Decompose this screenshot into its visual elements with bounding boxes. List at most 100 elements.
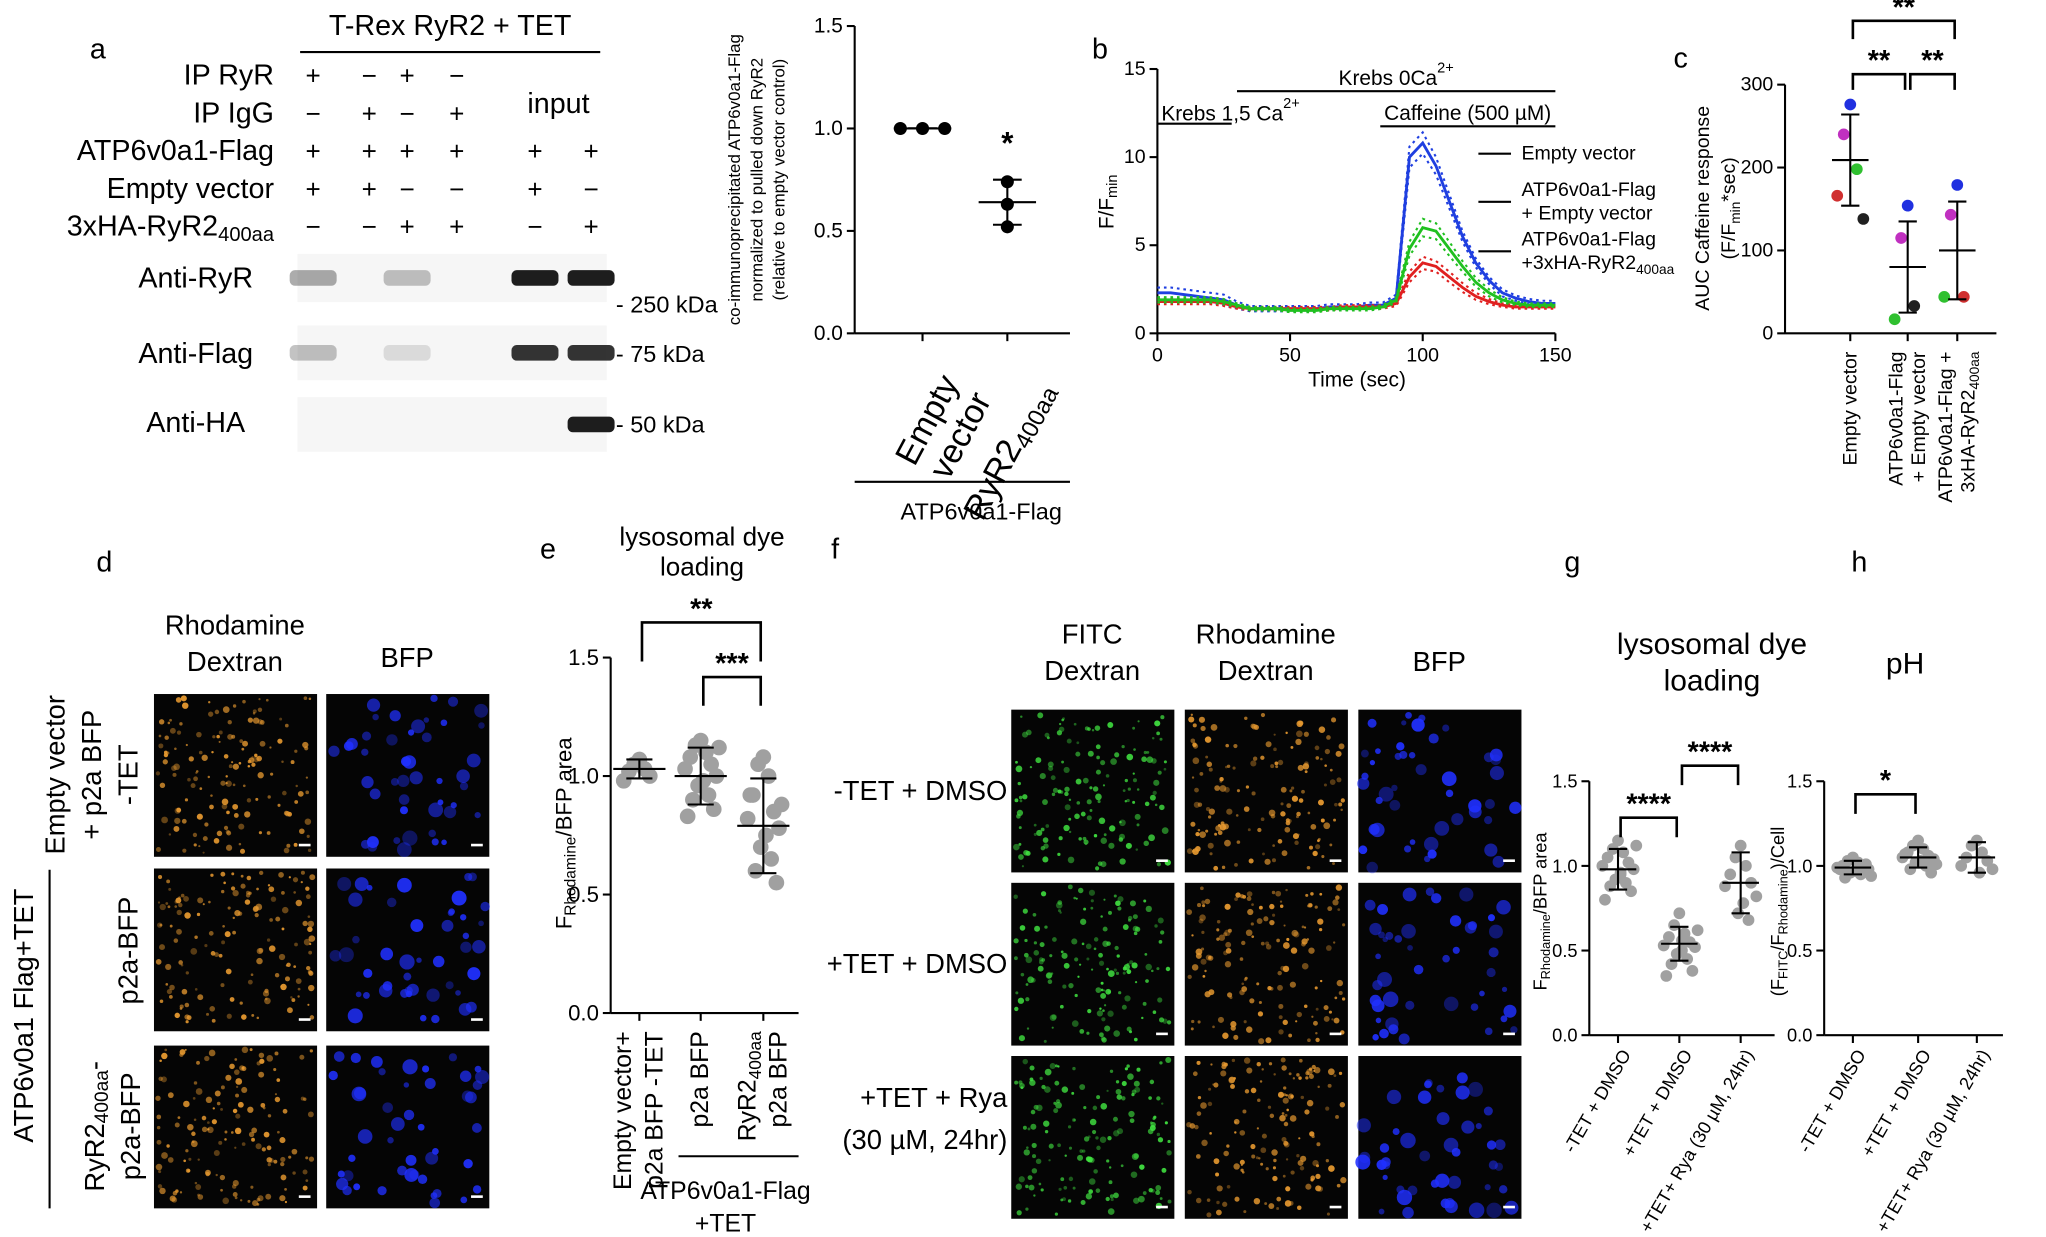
cell-spot: [1107, 1208, 1115, 1215]
cell-spot: [430, 694, 438, 703]
cell-spot: [1076, 741, 1080, 745]
cell-spot: [1224, 961, 1232, 968]
cell-spot: [463, 1158, 473, 1169]
cell-spot: [1160, 930, 1165, 935]
cell-spot: [1294, 840, 1299, 845]
cell-spot: [1142, 1001, 1147, 1006]
cell-spot: [208, 930, 214, 936]
cell-spot: [157, 901, 161, 904]
panel-letter: c: [1673, 43, 1687, 75]
cell-spot: [225, 829, 230, 834]
cell-spot: [267, 795, 271, 799]
cell-spot: [307, 920, 315, 928]
cell-spot: [429, 1197, 441, 1209]
cell-spot: [1317, 1085, 1320, 1089]
cell-spot: [1155, 1185, 1162, 1191]
cell-spot: [1114, 752, 1120, 758]
cell-spot: [1375, 1017, 1382, 1024]
sem-line: [1157, 267, 1556, 312]
cell-spot: [1251, 1154, 1256, 1159]
cell-spot: [397, 774, 410, 788]
cell-spot: [1113, 968, 1117, 972]
cell-spot: [397, 1165, 408, 1176]
condition-sign: +: [527, 136, 542, 166]
cell-spot: [1066, 738, 1072, 744]
cell-spot: [159, 1059, 162, 1063]
cell-spot: [308, 1156, 315, 1162]
cell-spot: [1149, 794, 1156, 801]
cell-spot: [1317, 918, 1324, 925]
cell-spot: [165, 902, 169, 905]
cell-spot: [350, 1052, 361, 1064]
cell-spot: [1192, 757, 1200, 765]
cell-spot: [1286, 803, 1292, 809]
cell-spot: [1427, 849, 1437, 859]
cell-spot: [466, 753, 481, 768]
cell-spot: [232, 889, 239, 897]
cell-spot: [195, 770, 199, 773]
cell-spot: [286, 962, 291, 967]
sem-line: [1157, 217, 1556, 310]
cell-spot: [403, 972, 412, 981]
blot-band: [289, 270, 337, 286]
cell-spot: [347, 1008, 363, 1024]
cell-spot: [1289, 1115, 1297, 1122]
cell-spot: [1359, 1151, 1371, 1163]
cell-spot: [1340, 798, 1345, 803]
cell-spot: [173, 825, 180, 832]
cell-spot: [216, 1101, 221, 1106]
cell-spot: [294, 800, 299, 804]
cell-spot: [1088, 889, 1096, 896]
cell-spot: [1289, 981, 1296, 988]
cell-spot: [1162, 1018, 1168, 1024]
cell-spot: [1234, 1196, 1240, 1202]
cell-spot: [288, 876, 291, 879]
data-point: [1734, 839, 1747, 852]
cell-spot: [1218, 934, 1226, 941]
cell-spot: [1037, 965, 1044, 972]
cell-spot: [160, 1076, 167, 1083]
data-point: [1742, 914, 1755, 926]
blot-membrane: [297, 397, 607, 452]
cell-spot: [464, 873, 473, 882]
cell-spot: [239, 1001, 243, 1005]
cell-spot: [1327, 906, 1333, 912]
cell-spot: [1075, 897, 1078, 900]
cell-spot: [1025, 997, 1030, 1002]
cell-spot: [183, 895, 189, 902]
cell-spot: [234, 1196, 238, 1200]
cell-spot: [1423, 836, 1439, 852]
cell-spot: [305, 886, 310, 891]
data-point: [641, 768, 658, 784]
cell-spot: [1060, 1198, 1064, 1202]
cell-spot: [1407, 945, 1413, 951]
cell-spot: [1054, 1064, 1058, 1068]
cell-spot: [1290, 1094, 1294, 1099]
cell-spot: [1241, 982, 1245, 986]
cell-spot: [1323, 1015, 1330, 1022]
cell-spot: [1152, 790, 1157, 796]
condition-sign: +: [306, 61, 321, 91]
data-point: [1670, 948, 1683, 960]
cell-spot: [284, 1188, 287, 1191]
cell-spot: [1115, 971, 1120, 976]
cell-spot: [262, 1106, 266, 1110]
cell-spot: [221, 798, 229, 806]
cell-spot: [1080, 1200, 1086, 1206]
cell-spot: [258, 947, 264, 953]
cell-spot: [352, 935, 360, 944]
cell-spot: [161, 1152, 168, 1159]
cell-spot: [1118, 833, 1125, 840]
cell-spot: [202, 836, 208, 842]
cell-spot: [1050, 972, 1054, 975]
cell-spot: [207, 1128, 210, 1131]
cell-spot: [159, 1187, 166, 1195]
cell-spot: [1200, 958, 1207, 965]
cell-spot: [1108, 910, 1112, 915]
cell-spot: [1139, 1164, 1145, 1170]
text-block: ATP6v0a1-Flag +3xHA-RyR2400aa: [1935, 351, 1982, 502]
cell-spot: [166, 879, 171, 884]
cell-spot: [252, 717, 260, 724]
cell-spot: [1197, 828, 1201, 832]
cell-spot: [448, 1053, 458, 1062]
